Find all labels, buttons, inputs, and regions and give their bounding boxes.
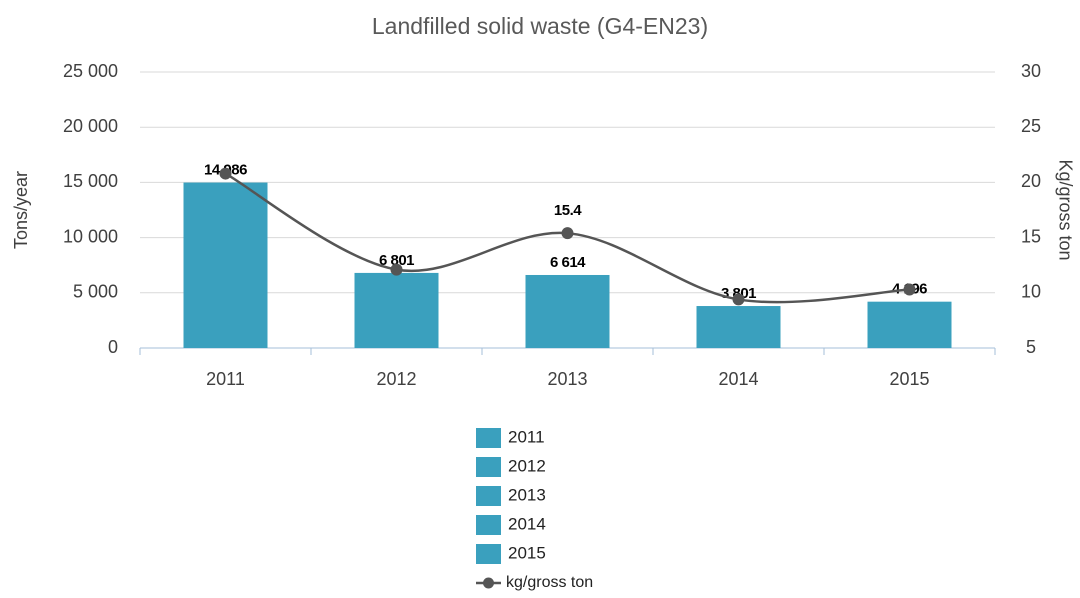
legend-swatch (476, 544, 501, 564)
y-axis-title: Tons/year (11, 171, 31, 249)
y-tick-label: 0 (108, 337, 118, 357)
line-marker (732, 293, 745, 306)
legend-label: 2013 (508, 485, 546, 504)
y2-axis-title: Kg/gross ton (1055, 159, 1075, 260)
bar (354, 272, 439, 348)
legend-swatch (476, 486, 501, 506)
legend-label: kg/gross ton (506, 574, 593, 591)
line-marker (219, 167, 232, 180)
y-tick-label: 15 000 (63, 171, 118, 191)
legend-swatch (476, 515, 501, 535)
y-tick-label: 5 000 (73, 282, 118, 302)
x-tick-label: 2015 (889, 369, 929, 389)
bar (696, 306, 781, 348)
y-tick-label: 20 000 (63, 116, 118, 136)
line-marker (903, 283, 916, 296)
y2-tick-label: 20 (1021, 171, 1041, 191)
bar (867, 301, 952, 348)
y2-tick-label: 15 (1021, 226, 1041, 246)
y2-tick-label: 30 (1021, 61, 1041, 81)
bar (525, 274, 610, 348)
x-tick-label: 2013 (547, 369, 587, 389)
legend-swatch (476, 457, 501, 477)
x-tick-label: 2011 (206, 369, 245, 389)
bar-value-label: 6 614 (550, 254, 586, 271)
bar (183, 182, 268, 348)
line-value-label: 15.4 (554, 202, 582, 219)
legend-label: 2014 (508, 514, 546, 533)
x-tick-label: 2012 (376, 369, 416, 389)
x-tick-label: 2014 (718, 369, 758, 389)
y-tick-label: 25 000 (63, 61, 118, 81)
legend-swatch (476, 428, 501, 448)
legend-label: 2012 (508, 456, 546, 475)
legend-marker (483, 577, 494, 589)
line-marker (390, 263, 403, 276)
y2-tick-label: 5 (1026, 337, 1036, 357)
y-tick-label: 10 000 (63, 226, 118, 246)
line-marker (561, 227, 574, 240)
bar-value-label: 6 801 (379, 252, 414, 269)
y2-tick-label: 25 (1021, 116, 1041, 136)
legend-label: 2011 (508, 427, 545, 446)
legend-label: 2015 (508, 543, 546, 562)
y2-tick-label: 10 (1021, 282, 1041, 302)
chart-title: Landfilled solid waste (G4-EN23) (372, 13, 708, 39)
